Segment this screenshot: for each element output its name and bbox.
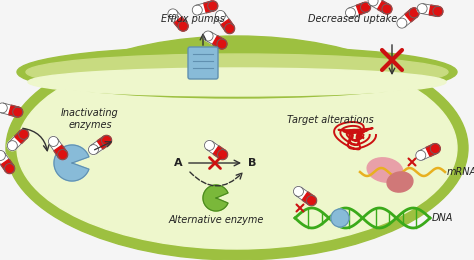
Ellipse shape bbox=[17, 46, 457, 98]
Text: mRNA: mRNA bbox=[447, 167, 474, 177]
Ellipse shape bbox=[430, 144, 440, 154]
Ellipse shape bbox=[0, 151, 5, 160]
Polygon shape bbox=[207, 141, 219, 154]
Polygon shape bbox=[97, 136, 109, 149]
Text: DNA: DNA bbox=[432, 213, 453, 223]
Ellipse shape bbox=[368, 0, 378, 6]
Polygon shape bbox=[426, 144, 438, 157]
Polygon shape bbox=[15, 131, 27, 144]
Ellipse shape bbox=[382, 4, 392, 14]
Ellipse shape bbox=[28, 68, 446, 96]
Polygon shape bbox=[221, 19, 234, 31]
Text: Decreased uptake: Decreased uptake bbox=[309, 14, 398, 24]
Text: A: A bbox=[173, 158, 182, 168]
Polygon shape bbox=[399, 14, 411, 27]
Polygon shape bbox=[174, 17, 187, 29]
Ellipse shape bbox=[48, 136, 58, 146]
Ellipse shape bbox=[89, 145, 99, 155]
Ellipse shape bbox=[346, 8, 356, 18]
Ellipse shape bbox=[5, 164, 15, 174]
Ellipse shape bbox=[18, 129, 28, 139]
Ellipse shape bbox=[361, 2, 371, 12]
Ellipse shape bbox=[387, 172, 413, 192]
Text: Efflux pumps: Efflux pumps bbox=[161, 14, 225, 24]
Polygon shape bbox=[91, 141, 103, 154]
Ellipse shape bbox=[101, 135, 111, 145]
Polygon shape bbox=[419, 147, 430, 160]
Text: Target alterations: Target alterations bbox=[287, 115, 374, 125]
Ellipse shape bbox=[192, 5, 202, 15]
Polygon shape bbox=[212, 36, 224, 48]
Ellipse shape bbox=[26, 54, 448, 90]
Polygon shape bbox=[1, 159, 14, 171]
Polygon shape bbox=[169, 11, 182, 23]
Polygon shape bbox=[9, 136, 21, 149]
Text: B: B bbox=[248, 158, 256, 168]
Text: Alternative enzyme: Alternative enzyme bbox=[168, 215, 264, 225]
Polygon shape bbox=[0, 153, 9, 165]
Polygon shape bbox=[9, 105, 19, 117]
Ellipse shape bbox=[17, 47, 457, 249]
Ellipse shape bbox=[208, 1, 218, 11]
Polygon shape bbox=[54, 145, 67, 157]
Ellipse shape bbox=[307, 196, 317, 206]
Polygon shape bbox=[371, 0, 383, 9]
Polygon shape bbox=[377, 1, 390, 13]
Ellipse shape bbox=[409, 8, 419, 18]
Polygon shape bbox=[356, 3, 367, 15]
Polygon shape bbox=[206, 32, 218, 44]
Polygon shape bbox=[429, 5, 439, 16]
Polygon shape bbox=[302, 192, 314, 205]
Circle shape bbox=[331, 209, 349, 227]
Ellipse shape bbox=[225, 24, 235, 34]
Polygon shape bbox=[204, 1, 214, 13]
Polygon shape bbox=[1, 103, 11, 115]
Ellipse shape bbox=[367, 158, 403, 182]
Ellipse shape bbox=[57, 150, 68, 160]
Ellipse shape bbox=[6, 36, 468, 260]
Ellipse shape bbox=[293, 186, 303, 196]
Ellipse shape bbox=[204, 140, 214, 151]
Ellipse shape bbox=[217, 39, 227, 49]
Ellipse shape bbox=[215, 10, 226, 21]
Ellipse shape bbox=[416, 150, 426, 160]
Polygon shape bbox=[296, 187, 308, 200]
Ellipse shape bbox=[178, 21, 188, 31]
Ellipse shape bbox=[0, 103, 7, 113]
FancyBboxPatch shape bbox=[188, 47, 218, 79]
Polygon shape bbox=[349, 5, 360, 17]
Polygon shape bbox=[49, 139, 62, 151]
Polygon shape bbox=[203, 185, 228, 211]
Ellipse shape bbox=[13, 107, 23, 117]
Ellipse shape bbox=[218, 150, 228, 160]
Text: Inactivating
enzymes: Inactivating enzymes bbox=[61, 108, 119, 129]
Ellipse shape bbox=[168, 9, 178, 19]
Ellipse shape bbox=[7, 141, 18, 151]
Ellipse shape bbox=[203, 31, 213, 41]
Polygon shape bbox=[196, 3, 206, 15]
Polygon shape bbox=[421, 4, 431, 15]
Ellipse shape bbox=[397, 18, 407, 28]
Ellipse shape bbox=[433, 6, 443, 16]
Polygon shape bbox=[216, 12, 229, 25]
Ellipse shape bbox=[417, 4, 427, 14]
Polygon shape bbox=[405, 9, 417, 22]
Polygon shape bbox=[54, 145, 89, 181]
Polygon shape bbox=[213, 146, 226, 159]
